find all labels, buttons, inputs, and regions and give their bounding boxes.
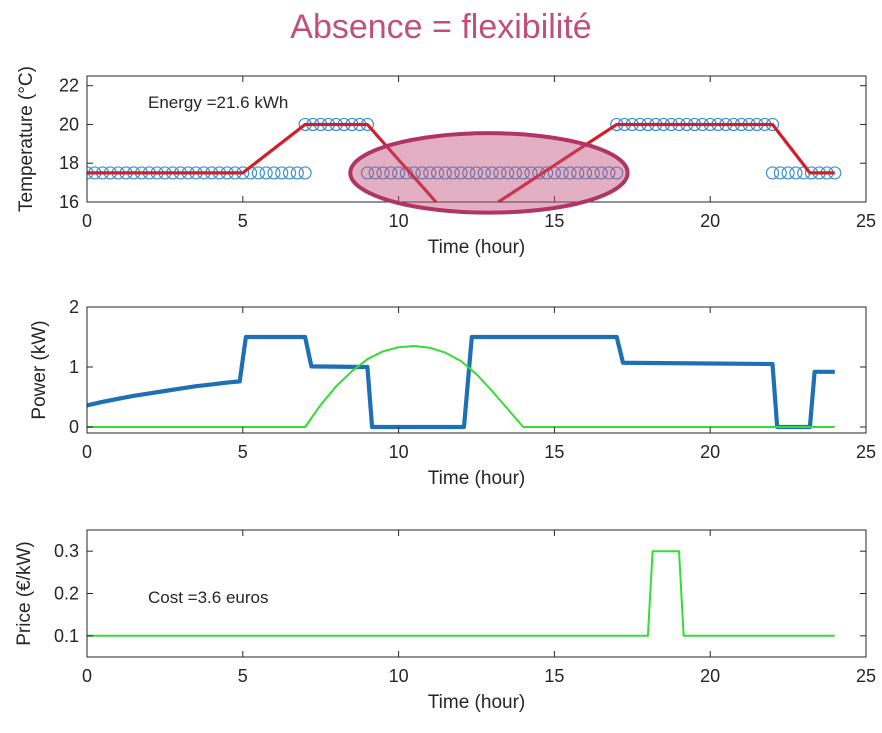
solar_production-line — [87, 345, 835, 428]
axes-box — [86, 75, 867, 203]
setpoint-marker — [360, 166, 375, 180]
setpoint-marker — [501, 166, 515, 180]
setpoint-marker — [781, 166, 795, 180]
x-tick-label: 5 — [238, 442, 248, 462]
y-tick-label: 1 — [69, 357, 79, 377]
heating_power-line — [87, 334, 835, 430]
setpoint-marker — [516, 166, 530, 180]
chart-price: 0 5 10 15 20 25 0.1 0.2 0.3 Time (hour) Price (€/k… — [14, 529, 876, 713]
setpoint-marker — [384, 166, 398, 180]
setpoint-marker — [571, 166, 585, 180]
annotation-text: Energy =21.6 kWh — [148, 93, 288, 112]
setpoint-marker — [415, 166, 429, 180]
x-tick-label: 0 — [82, 442, 92, 462]
setpoint-marker — [563, 166, 577, 180]
x-tick-label: 20 — [700, 442, 720, 462]
setpoint-marker — [290, 166, 304, 180]
setpoint-marker — [251, 166, 265, 180]
y-tick-label: 0.1 — [54, 626, 79, 646]
setpoint-marker — [446, 166, 460, 180]
y-tick-label: 2 — [69, 297, 79, 317]
axes-box — [86, 306, 867, 434]
x-axis-label: Time (hour) — [428, 468, 525, 489]
setpoint-marker — [430, 166, 445, 180]
setpoint-marker — [493, 166, 507, 180]
setpoint-marker — [586, 166, 600, 180]
x-tick-label: 15 — [544, 211, 564, 231]
setpoint-marker — [610, 166, 624, 180]
x-tick-label: 25 — [856, 211, 876, 231]
setpoint-marker — [298, 166, 312, 180]
setpoint-marker — [469, 166, 484, 180]
plot-content — [87, 117, 842, 202]
temperature-line — [87, 122, 438, 202]
x-tick-label: 5 — [238, 211, 248, 231]
setpoint-marker — [454, 166, 468, 180]
x-tick-label: 25 — [856, 666, 876, 686]
setpoint-marker — [594, 166, 608, 180]
setpoint-marker — [555, 166, 569, 180]
setpoint-marker — [438, 166, 452, 180]
chart-power: 0 5 10 15 20 25 0 1 2 Time (hour) Power (kW) — [29, 297, 876, 489]
setpoint-marker — [423, 166, 437, 180]
y-axis-label: Power (kW) — [29, 320, 50, 419]
annotation-text: Cost =3.6 euros — [148, 588, 269, 607]
setpoint-marker — [259, 166, 273, 180]
y-axis-label: Price (€/kW) — [14, 541, 35, 646]
setpoint-marker — [578, 166, 593, 180]
setpoint-marker — [765, 166, 780, 180]
x-tick-label: 5 — [238, 666, 248, 686]
setpoint-marker — [508, 166, 523, 180]
setpoint-marker — [282, 166, 297, 180]
y-tick-label: 16 — [59, 192, 79, 212]
setpoint-marker — [789, 166, 803, 180]
x-tick-label: 10 — [389, 442, 409, 462]
plot-area — [87, 76, 866, 202]
plot-content — [87, 550, 835, 637]
x-tick-label: 0 — [82, 666, 92, 686]
y-tick-label: 18 — [59, 153, 79, 173]
x-tick-label: 25 — [856, 442, 876, 462]
chart-temperature: 0 5 10 15 20 25 16 18 20 22 Time (hour) Temperature… — [16, 66, 876, 258]
setpoint-marker — [773, 166, 787, 180]
setpoint-marker — [275, 166, 289, 180]
plot-content — [87, 334, 835, 430]
y-tick-label: 0.3 — [54, 541, 79, 561]
setpoint-marker — [602, 166, 616, 180]
y-tick-label: 0 — [69, 417, 79, 437]
x-tick-label: 10 — [389, 211, 409, 231]
x-tick-label: 15 — [544, 442, 564, 462]
y-tick-label: 20 — [59, 114, 79, 134]
x-axis-label: Time (hour) — [428, 692, 525, 713]
x-tick-label: 0 — [82, 211, 92, 231]
y-tick-label: 22 — [59, 76, 79, 96]
setpoint-marker — [462, 166, 476, 180]
temperature-line — [497, 122, 835, 202]
x-tick-label: 20 — [700, 666, 720, 686]
setpoint-marker — [477, 166, 491, 180]
setpoint-marker — [376, 166, 390, 180]
y-axis-label: Temperature (°C) — [16, 66, 37, 212]
setpoint-marker — [392, 166, 406, 180]
x-tick-label: 20 — [700, 211, 720, 231]
plot-area — [87, 307, 866, 433]
page-title: Absence = flexibilité — [290, 8, 592, 46]
setpoint-marker — [267, 166, 281, 180]
y-tick-label: 0.2 — [54, 584, 79, 604]
price-line — [87, 550, 835, 637]
x-tick-label: 15 — [544, 666, 564, 686]
flexibility-highlight-ellipse — [348, 131, 630, 215]
setpoint-marker — [368, 166, 382, 180]
setpoint-marker — [485, 166, 499, 180]
x-tick-label: 10 — [389, 666, 409, 686]
x-axis-label: Time (hour) — [428, 237, 525, 258]
